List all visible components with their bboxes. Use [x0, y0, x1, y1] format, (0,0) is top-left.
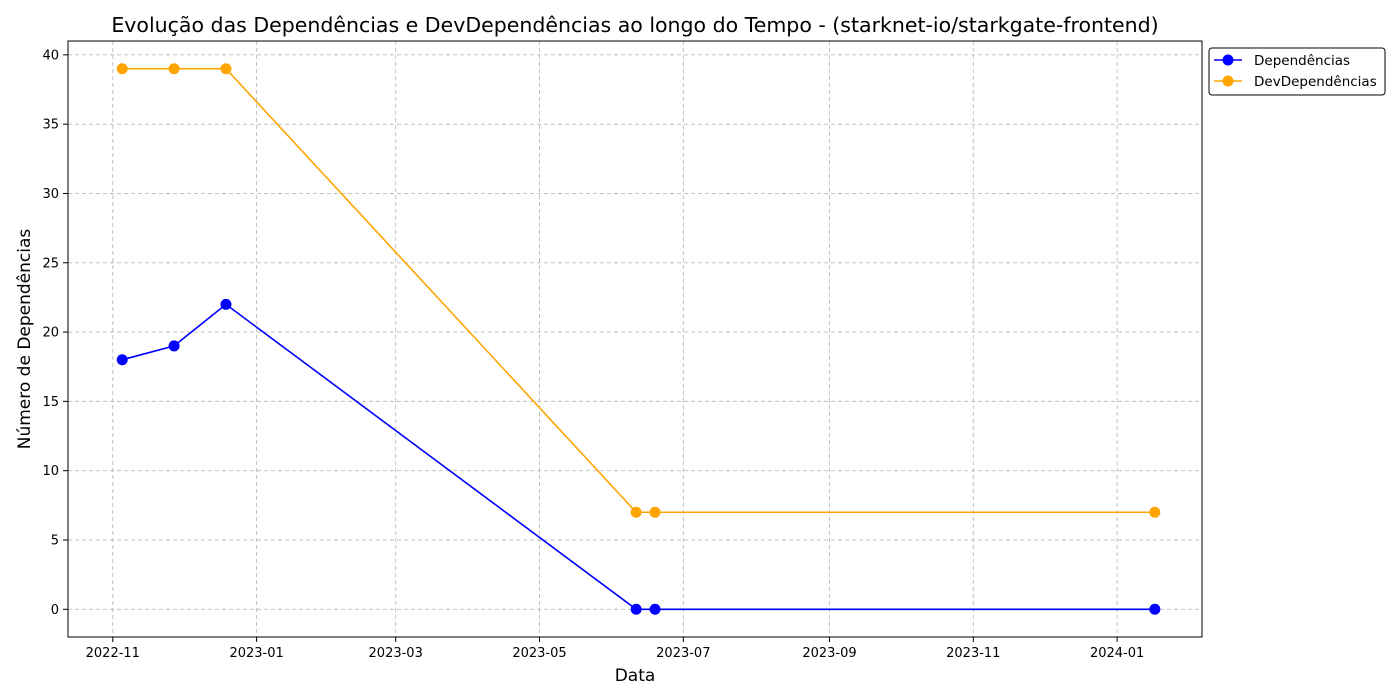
series-layer — [116, 63, 1161, 615]
x-tick-label: 2023-05 — [512, 646, 566, 661]
y-tick-label: 0 — [51, 603, 59, 618]
legend-label-devdependencias: DevDependências — [1254, 74, 1377, 90]
data-point-devdependencias — [116, 63, 128, 75]
y-tick-label: 30 — [42, 187, 59, 202]
data-point-dependencias — [116, 354, 128, 366]
y-tick-label: 10 — [42, 464, 59, 479]
plot-frame — [67, 40, 1203, 638]
data-point-devdependencias — [220, 63, 232, 75]
y-tick-label: 25 — [42, 256, 59, 271]
x-tick-label: 2023-07 — [656, 646, 710, 661]
legend-label-dependencias: Dependências — [1254, 53, 1350, 69]
series-dependencias — [116, 298, 1161, 615]
data-point-dependencias — [649, 603, 661, 615]
x-tick-label: 2023-11 — [946, 646, 1000, 661]
data-point-dependencias — [1149, 603, 1161, 615]
legend: Dependências DevDependências — [1208, 47, 1386, 96]
y-tick-label: 5 — [51, 533, 59, 548]
y-tick-label: 35 — [42, 118, 59, 133]
legend-marker-devdependencias — [1222, 75, 1234, 87]
series-devdependencias — [116, 63, 1161, 518]
x-tick-label: 2024-01 — [1090, 646, 1144, 661]
legend-box — [1208, 47, 1386, 96]
x-tick-label: 2023-09 — [802, 646, 856, 661]
series-line-dependencias — [122, 303, 1155, 611]
x-tick-label: 2023-03 — [369, 646, 423, 661]
series-line-devdependencias — [122, 67, 1155, 514]
x-tick-label: 2022-11 — [86, 646, 140, 661]
data-point-devdependencias — [649, 506, 661, 518]
y-axis-label: Número de Dependências — [15, 229, 35, 450]
data-point-devdependencias — [168, 63, 180, 75]
data-point-devdependencias — [630, 506, 642, 518]
data-point-dependencias — [168, 340, 180, 352]
y-tick-label: 20 — [42, 326, 59, 341]
x-axis-label: Data — [615, 666, 656, 686]
x-tick-label: 2023-01 — [229, 646, 283, 661]
grid-lines — [68, 41, 1202, 637]
data-point-devdependencias — [1149, 506, 1161, 518]
legend-marker-dependencias — [1222, 54, 1234, 66]
y-axis-ticks: 0 5 10 15 20 25 30 35 40 — [42, 48, 68, 618]
y-tick-label: 15 — [42, 395, 59, 410]
x-axis-ticks: 2022-11 2023-01 2023-03 2023-05 2023-07 2023-… — [86, 637, 1144, 661]
y-tick-label: 40 — [42, 48, 59, 63]
chart-title: Evolução das Dependências e DevDependênc… — [111, 13, 1158, 37]
data-point-dependencias — [220, 298, 232, 310]
data-point-dependencias — [630, 603, 642, 615]
